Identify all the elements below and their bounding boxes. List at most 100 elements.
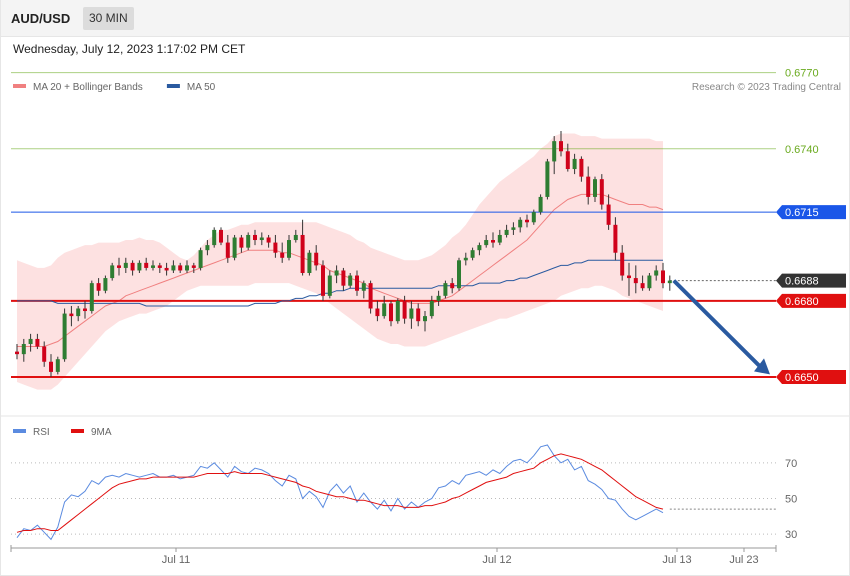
candle-body xyxy=(327,275,332,296)
candle-body xyxy=(178,265,183,271)
candle-body xyxy=(69,313,74,317)
x-tick-label: Jul 11 xyxy=(162,554,191,566)
rsi-legend-swatch xyxy=(13,429,26,433)
candle-body xyxy=(511,227,516,230)
candle-body xyxy=(416,308,421,322)
timestamp: Wednesday, July 12, 2023 1:17:02 PM CET xyxy=(13,42,246,56)
legend-swatch xyxy=(13,84,26,88)
candle-body xyxy=(368,283,373,309)
rsi-9ma-line xyxy=(16,453,664,533)
candle-body xyxy=(35,338,40,347)
candle-body xyxy=(450,283,455,289)
candle-body xyxy=(314,252,319,266)
candle-body xyxy=(21,344,26,355)
candle-body xyxy=(212,229,217,246)
candle-body xyxy=(355,275,359,291)
candle-body xyxy=(110,265,115,279)
candle-body xyxy=(389,303,393,322)
x-tick-label: Jul 12 xyxy=(482,554,511,566)
candle-body xyxy=(647,275,652,289)
candle-body xyxy=(497,234,502,243)
candle-body xyxy=(593,179,597,197)
candle-body xyxy=(620,252,625,276)
candle-body xyxy=(137,262,142,271)
candle-body xyxy=(423,316,427,322)
candle-body xyxy=(259,237,264,241)
level-tag-0.6715 xyxy=(776,205,846,220)
x-tick-label: Jul 23 xyxy=(729,554,758,566)
forecast-arrow-head xyxy=(754,358,770,375)
candle-body xyxy=(654,270,659,276)
candle-body xyxy=(293,234,298,241)
candle-body xyxy=(28,338,33,344)
candle-body xyxy=(491,240,495,243)
level-label: 0.6715 xyxy=(785,207,819,219)
candle-body xyxy=(572,158,577,170)
candle-body xyxy=(55,359,60,372)
candle-body xyxy=(429,300,434,317)
candle-body xyxy=(164,267,169,271)
candle-body xyxy=(613,224,618,253)
level-label: 0.6740 xyxy=(785,144,819,156)
candle-body xyxy=(15,351,19,355)
candle-body xyxy=(280,252,285,258)
candle-body xyxy=(633,278,638,284)
symbol-label[interactable]: AUD/USD xyxy=(11,11,71,26)
rsi-legend-swatch xyxy=(71,429,84,433)
candle-body xyxy=(586,176,591,197)
level-label: 0.6770 xyxy=(785,68,819,80)
candle-body xyxy=(443,283,448,296)
interval-button[interactable]: 30 MIN xyxy=(83,7,134,30)
candle-body xyxy=(89,283,94,312)
candle-body xyxy=(171,265,176,271)
candle-body xyxy=(287,240,291,258)
legend-label: MA 20 + Bollinger Bands xyxy=(33,82,143,93)
candle-body xyxy=(409,308,414,319)
ma20-line xyxy=(17,193,664,347)
candle-body xyxy=(538,196,543,213)
candle-body xyxy=(477,245,482,251)
candle-body xyxy=(198,250,203,268)
candle-body xyxy=(49,361,53,372)
forecast-arrow-shaft xyxy=(672,279,764,370)
rsi-line xyxy=(16,444,664,541)
candle-body xyxy=(402,300,407,319)
candle-body xyxy=(334,270,339,276)
chart-toolbar: AUD/USD 30 MIN xyxy=(0,0,850,37)
candle-body xyxy=(144,262,149,268)
candle-body xyxy=(246,234,251,248)
candle-body xyxy=(185,265,189,271)
candle-body xyxy=(266,237,271,243)
candle-body xyxy=(382,303,387,317)
legend-label: MA 50 xyxy=(187,82,216,93)
candle-body xyxy=(531,212,536,223)
candle-body xyxy=(273,242,278,253)
candle-body xyxy=(484,240,489,246)
rsi-legend-label: 9MA xyxy=(91,427,112,438)
candle-body xyxy=(307,252,312,273)
candle-body xyxy=(157,265,162,268)
rsi-tick-label: 30 xyxy=(785,529,797,541)
rsi-tick-label: 70 xyxy=(785,458,797,470)
last-price-label: 0.6688 xyxy=(785,276,819,288)
candle-body xyxy=(96,283,101,291)
candle-body xyxy=(225,242,230,258)
candle-body xyxy=(76,308,81,317)
candle-body xyxy=(667,280,672,284)
candle-body xyxy=(348,275,353,286)
level-tag-0.6650 xyxy=(776,369,846,384)
candle-body xyxy=(661,270,665,284)
candle-body xyxy=(606,204,611,225)
candle-body xyxy=(395,300,400,322)
candle-body xyxy=(525,219,529,223)
candle-body xyxy=(552,141,557,162)
x-tick-label: Jul 13 xyxy=(662,554,691,566)
candle-body xyxy=(579,158,584,177)
candle-body xyxy=(151,265,155,268)
candle-body xyxy=(436,295,441,301)
candle-body xyxy=(232,237,237,258)
candle-body xyxy=(559,141,563,152)
candle-body xyxy=(504,229,509,235)
candle-body xyxy=(463,257,468,261)
